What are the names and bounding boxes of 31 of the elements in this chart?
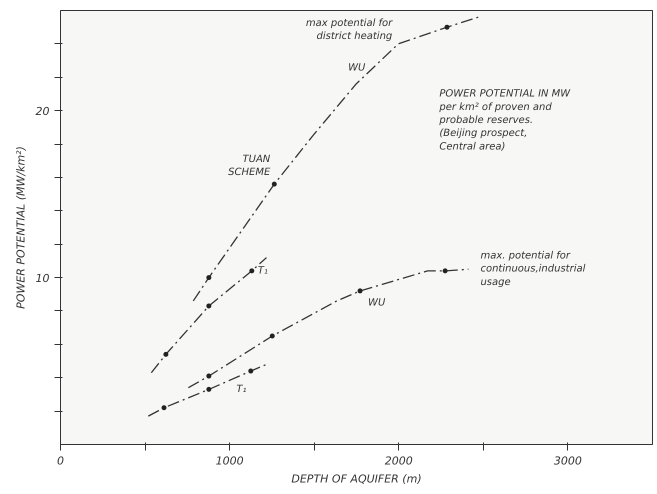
x-axis-title: DEPTH OF AQUIFER (m) — [291, 472, 422, 486]
line-series — [148, 364, 268, 417]
point — [206, 275, 212, 280]
x-tick-label: 0 — [57, 454, 64, 468]
annotation: POWER POTENTIAL IN MW per km² of proven and probable reserves. (Beijing prospect, Central area) — [438, 88, 572, 152]
point — [206, 386, 212, 392]
point — [206, 303, 212, 308]
annotation: max potential for district heating — [306, 18, 394, 42]
y-axis-title: POWER POTENTIAL (MW/km²) — [14, 146, 28, 309]
x-tick-label: 2000 — [384, 454, 413, 468]
x-tick-label: 3000 — [554, 454, 582, 468]
line-series — [150, 256, 268, 374]
point — [163, 352, 168, 357]
annotation: WU — [348, 62, 366, 74]
point — [444, 24, 450, 30]
point — [442, 268, 448, 274]
x-tick-label: 1000 — [216, 454, 244, 468]
annotation: T₁ — [236, 384, 247, 395]
y-tick-label: 10 — [36, 272, 50, 286]
point — [162, 405, 167, 410]
annotation: T₁ — [258, 265, 268, 276]
annotation: TUAN SCHEME — [228, 154, 271, 178]
point — [206, 374, 212, 379]
point — [248, 368, 254, 374]
point — [358, 288, 363, 294]
y-tick-label: 20 — [36, 105, 50, 118]
point — [249, 268, 254, 274]
annotation: max. potential for continuous,industrial usage — [480, 250, 586, 288]
annotation: WU — [368, 297, 386, 308]
point — [270, 334, 275, 338]
point — [272, 182, 277, 187]
